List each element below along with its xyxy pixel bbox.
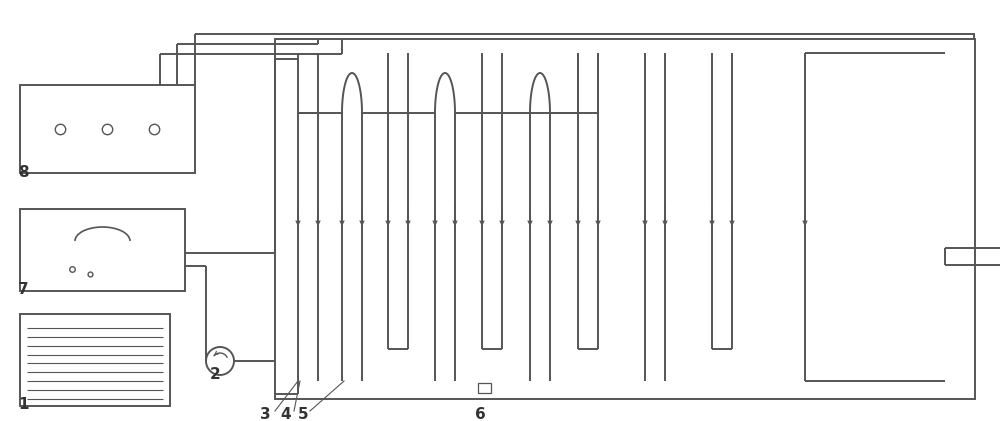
Text: 6: 6 [475, 407, 486, 421]
Text: 7: 7 [18, 282, 29, 297]
Text: 1: 1 [18, 397, 28, 412]
Bar [20, 314, 170, 406]
Text: 8: 8 [18, 165, 29, 180]
Bar [20, 209, 185, 291]
Text: 4: 4 [280, 407, 291, 421]
Text: 2: 2 [210, 367, 221, 382]
Bar [478, 383, 491, 393]
Bar [275, 39, 975, 399]
Text: 5: 5 [298, 407, 309, 421]
Bar [20, 85, 195, 173]
Text: 3: 3 [260, 407, 271, 421]
